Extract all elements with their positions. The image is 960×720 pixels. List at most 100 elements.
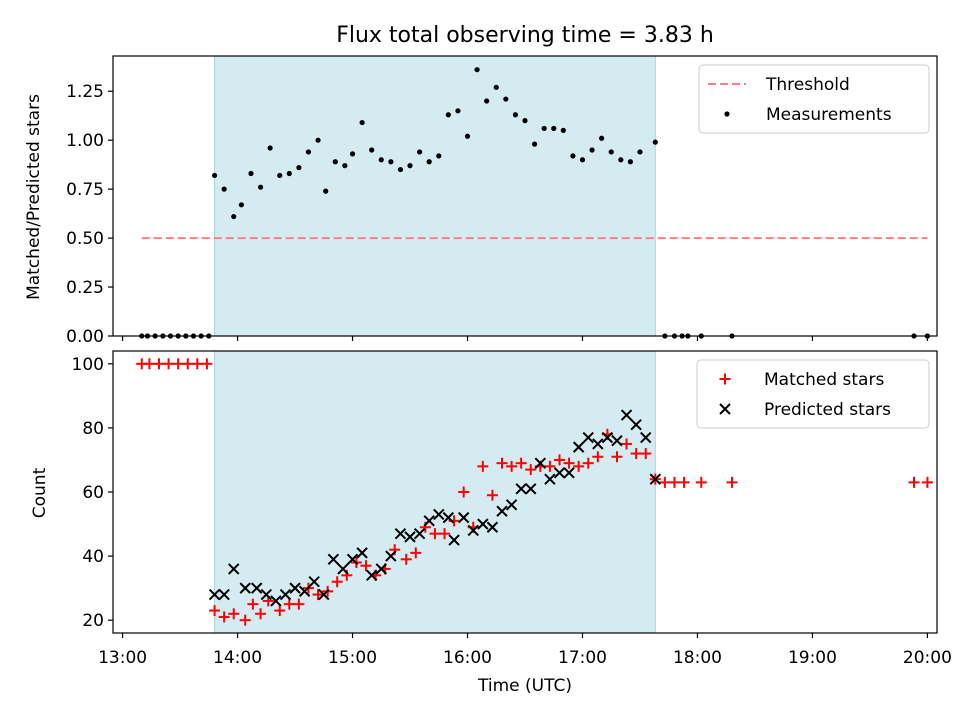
measurement-point xyxy=(359,119,365,126)
measurement-point xyxy=(388,159,394,165)
matched-point xyxy=(621,438,633,450)
legend-predicted-swatch xyxy=(719,403,731,415)
top-ytick-label: 0.25 xyxy=(66,278,104,298)
matched-point xyxy=(611,451,623,463)
predicted-point xyxy=(218,588,230,601)
top-legend: Threshold Measurements xyxy=(698,64,930,134)
predicted-point xyxy=(457,511,470,524)
predicted-point xyxy=(375,563,387,575)
xtick-label: 14:00 xyxy=(213,648,262,668)
xtick-label: 20:00 xyxy=(903,648,952,668)
predicted-point xyxy=(525,483,537,495)
matched-point xyxy=(255,608,267,620)
predicted-point xyxy=(563,467,575,479)
measurement-point xyxy=(445,112,451,118)
xtick-label: 17:00 xyxy=(558,648,607,668)
predicted-point xyxy=(515,483,527,495)
top-ytick-label: 1.25 xyxy=(66,82,104,102)
measurement-point xyxy=(589,147,595,153)
matched-point xyxy=(293,598,305,610)
measurement-point xyxy=(257,184,264,190)
predicted-point xyxy=(270,595,282,607)
predicted-point xyxy=(534,457,547,469)
matched-point xyxy=(274,605,286,617)
matched-point xyxy=(630,448,642,460)
matched-point xyxy=(506,460,518,472)
matched-point xyxy=(573,460,585,472)
xtick-label: 19:00 xyxy=(788,648,837,668)
matched-point xyxy=(400,553,412,565)
predicted-point xyxy=(572,441,585,453)
bottom-series-2 xyxy=(208,409,662,607)
measurement-point xyxy=(551,125,557,132)
bottom-ytick-label: 20 xyxy=(82,611,104,631)
measurement-point xyxy=(369,147,375,153)
predicted-point xyxy=(649,473,662,485)
predicted-point xyxy=(448,534,460,546)
predicted-point xyxy=(544,473,556,485)
matched-point xyxy=(640,448,652,460)
predicted-point xyxy=(394,527,407,540)
predicted-point xyxy=(337,563,349,575)
matched-point xyxy=(458,486,470,498)
predicted-point xyxy=(251,582,263,594)
matched-point xyxy=(218,611,230,623)
bottom-ytick-label: 60 xyxy=(82,483,104,503)
matched-point xyxy=(143,358,155,370)
predicted-point xyxy=(356,547,368,559)
bottom-ytick-label: 80 xyxy=(82,419,104,439)
matched-point xyxy=(410,547,422,559)
predicted-point xyxy=(553,467,566,479)
predicted-point xyxy=(601,431,614,444)
measurement-point xyxy=(541,125,547,132)
matched-point xyxy=(439,528,451,540)
predicted-point xyxy=(289,582,301,594)
predicted-point xyxy=(298,585,311,598)
matched-point xyxy=(429,528,441,540)
measurement-point xyxy=(221,186,227,192)
matched-point xyxy=(247,598,259,610)
matched-point xyxy=(312,589,324,601)
measurement-point xyxy=(211,172,218,179)
measurement-point xyxy=(248,170,254,177)
bottom-ytick-label: 100 xyxy=(72,355,104,375)
legend-label: Predicted stars xyxy=(764,400,891,420)
bottom-ylabel: Count xyxy=(30,467,50,518)
predicted-point xyxy=(486,521,499,533)
legend-measurement-swatch xyxy=(724,111,730,117)
predicted-point xyxy=(620,409,633,421)
measurement-point xyxy=(296,165,302,171)
measurement-point xyxy=(618,157,624,163)
measurement-point xyxy=(599,135,605,141)
measurement-point xyxy=(267,145,273,151)
measurement-point xyxy=(652,139,658,145)
measurement-point xyxy=(349,151,356,157)
xtick-label: 15:00 xyxy=(328,648,377,668)
xtick-label: 18:00 xyxy=(673,648,722,668)
predicted-point xyxy=(467,524,479,537)
matched-point xyxy=(695,476,707,488)
matched-point xyxy=(182,358,194,370)
measurement-point xyxy=(397,166,404,173)
predicted-point xyxy=(239,582,251,594)
predicted-point xyxy=(308,576,320,588)
predicted-point xyxy=(442,511,455,524)
matched-point xyxy=(360,560,372,572)
matched-point xyxy=(659,476,671,488)
measurement-point xyxy=(455,108,461,114)
matched-point xyxy=(496,457,508,469)
measurement-point xyxy=(570,153,576,159)
measurement-point xyxy=(231,213,237,220)
top-ytick-label: 1.00 xyxy=(66,131,104,151)
predicted-point xyxy=(404,531,416,543)
predicted-point xyxy=(208,588,221,601)
matched-point xyxy=(209,605,221,617)
matched-point xyxy=(163,358,175,370)
measurement-point xyxy=(493,84,499,90)
predicted-point xyxy=(640,431,652,444)
predicted-point xyxy=(346,553,359,566)
matched-point xyxy=(678,476,690,488)
predicted-point xyxy=(413,527,426,540)
measurement-point xyxy=(484,98,490,104)
matched-point xyxy=(239,614,251,626)
